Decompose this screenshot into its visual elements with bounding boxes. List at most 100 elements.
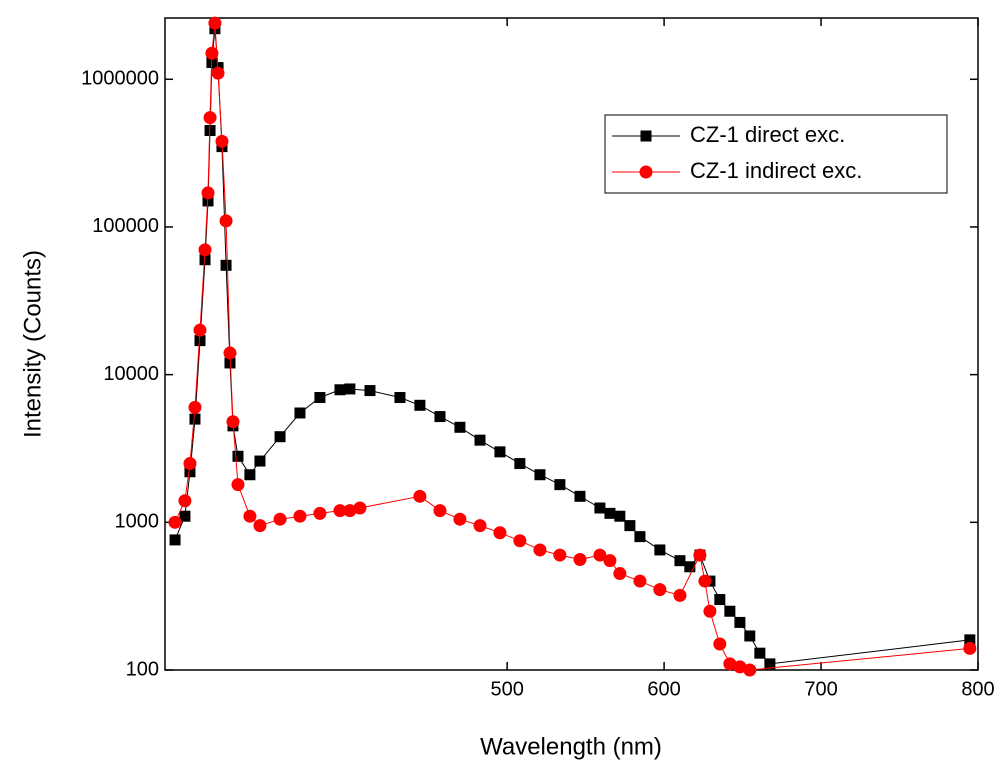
- data-point: [698, 574, 712, 588]
- data-point: [334, 384, 346, 396]
- legend-label: CZ-1 indirect exc.: [690, 158, 862, 183]
- legend-marker: [640, 130, 652, 142]
- data-point: [353, 501, 367, 515]
- data-point: [964, 634, 976, 646]
- data-point: [494, 446, 506, 458]
- data-point: [474, 434, 486, 446]
- data-point: [673, 588, 687, 602]
- data-point: [533, 543, 547, 557]
- y-tick-label: 100000: [92, 215, 159, 237]
- data-point: [594, 502, 606, 514]
- data-point: [684, 561, 696, 573]
- data-point: [434, 411, 446, 423]
- data-point: [414, 399, 426, 411]
- data-point: [624, 520, 636, 532]
- data-point: [633, 574, 647, 588]
- data-point: [211, 66, 225, 80]
- data-point: [343, 504, 357, 518]
- data-point: [184, 466, 196, 478]
- y-tick-label: 1000: [115, 511, 160, 533]
- data-point: [743, 663, 757, 677]
- data-point: [734, 616, 746, 628]
- data-point: [454, 421, 466, 433]
- data-point: [573, 553, 587, 567]
- data-point: [274, 431, 286, 443]
- plot-frame: [164, 17, 979, 671]
- data-point: [215, 134, 229, 148]
- data-point: [314, 392, 326, 404]
- data-point: [653, 583, 667, 597]
- x-tick-label: 500: [490, 678, 523, 700]
- plot-area: [168, 16, 977, 677]
- data-point: [394, 392, 406, 404]
- data-point: [219, 214, 233, 228]
- data-point: [178, 494, 192, 508]
- data-point: [232, 450, 244, 462]
- data-point: [188, 400, 202, 414]
- data-point: [714, 594, 726, 606]
- data-point: [231, 478, 245, 492]
- data-point: [654, 544, 666, 556]
- data-point: [513, 534, 527, 548]
- data-point: [226, 415, 240, 429]
- data-point: [674, 555, 686, 567]
- data-point: [189, 413, 201, 425]
- data-point: [453, 512, 467, 526]
- data-point: [294, 407, 306, 419]
- data-point: [205, 46, 219, 60]
- data-point: [293, 509, 307, 523]
- data-point: [493, 526, 507, 540]
- data-point: [713, 637, 727, 651]
- data-point: [554, 479, 566, 491]
- data-point: [723, 657, 737, 671]
- data-point: [733, 660, 747, 674]
- data-point: [313, 506, 327, 520]
- data-point: [223, 346, 237, 360]
- y-axis-title: Intensity (Counts): [19, 250, 46, 438]
- data-point: [703, 604, 717, 618]
- data-point: [179, 510, 191, 522]
- data-point: [203, 111, 217, 125]
- x-tick-label: 700: [804, 678, 837, 700]
- data-point: [253, 519, 267, 533]
- data-point: [194, 335, 206, 347]
- data-point: [201, 186, 215, 200]
- data-point: [193, 323, 207, 337]
- data-point: [243, 509, 257, 523]
- y-tick-label: 1000000: [81, 68, 159, 90]
- data-point: [574, 490, 586, 502]
- y-tick-label: 10000: [103, 363, 159, 385]
- data-point: [634, 531, 646, 543]
- data-point: [724, 605, 736, 617]
- data-point: [208, 16, 222, 30]
- data-point: [693, 548, 707, 562]
- data-point: [254, 455, 266, 467]
- x-tick-label: 800: [961, 678, 994, 700]
- data-point: [199, 254, 211, 266]
- data-point: [183, 457, 197, 471]
- data-point: [593, 548, 607, 562]
- data-point: [963, 641, 977, 655]
- data-point: [168, 515, 182, 529]
- legend: CZ-1 direct exc. CZ-1 indirect exc.: [604, 114, 948, 194]
- x-axis-title: Wavelength (nm): [480, 733, 662, 760]
- legend-box: [604, 114, 948, 194]
- data-point: [220, 259, 232, 271]
- data-point: [433, 504, 447, 518]
- data-point: [364, 385, 376, 397]
- data-point: [169, 534, 181, 546]
- data-point: [604, 507, 616, 519]
- data-point: [244, 469, 256, 481]
- data-point: [413, 489, 427, 503]
- data-point: [603, 554, 617, 568]
- data-point: [534, 469, 546, 481]
- x-tick-label: 600: [647, 678, 680, 700]
- data-point: [273, 512, 287, 526]
- data-point: [344, 383, 356, 395]
- data-point: [473, 519, 487, 533]
- data-point: [613, 567, 627, 581]
- data-point: [754, 647, 766, 659]
- data-point: [198, 243, 212, 257]
